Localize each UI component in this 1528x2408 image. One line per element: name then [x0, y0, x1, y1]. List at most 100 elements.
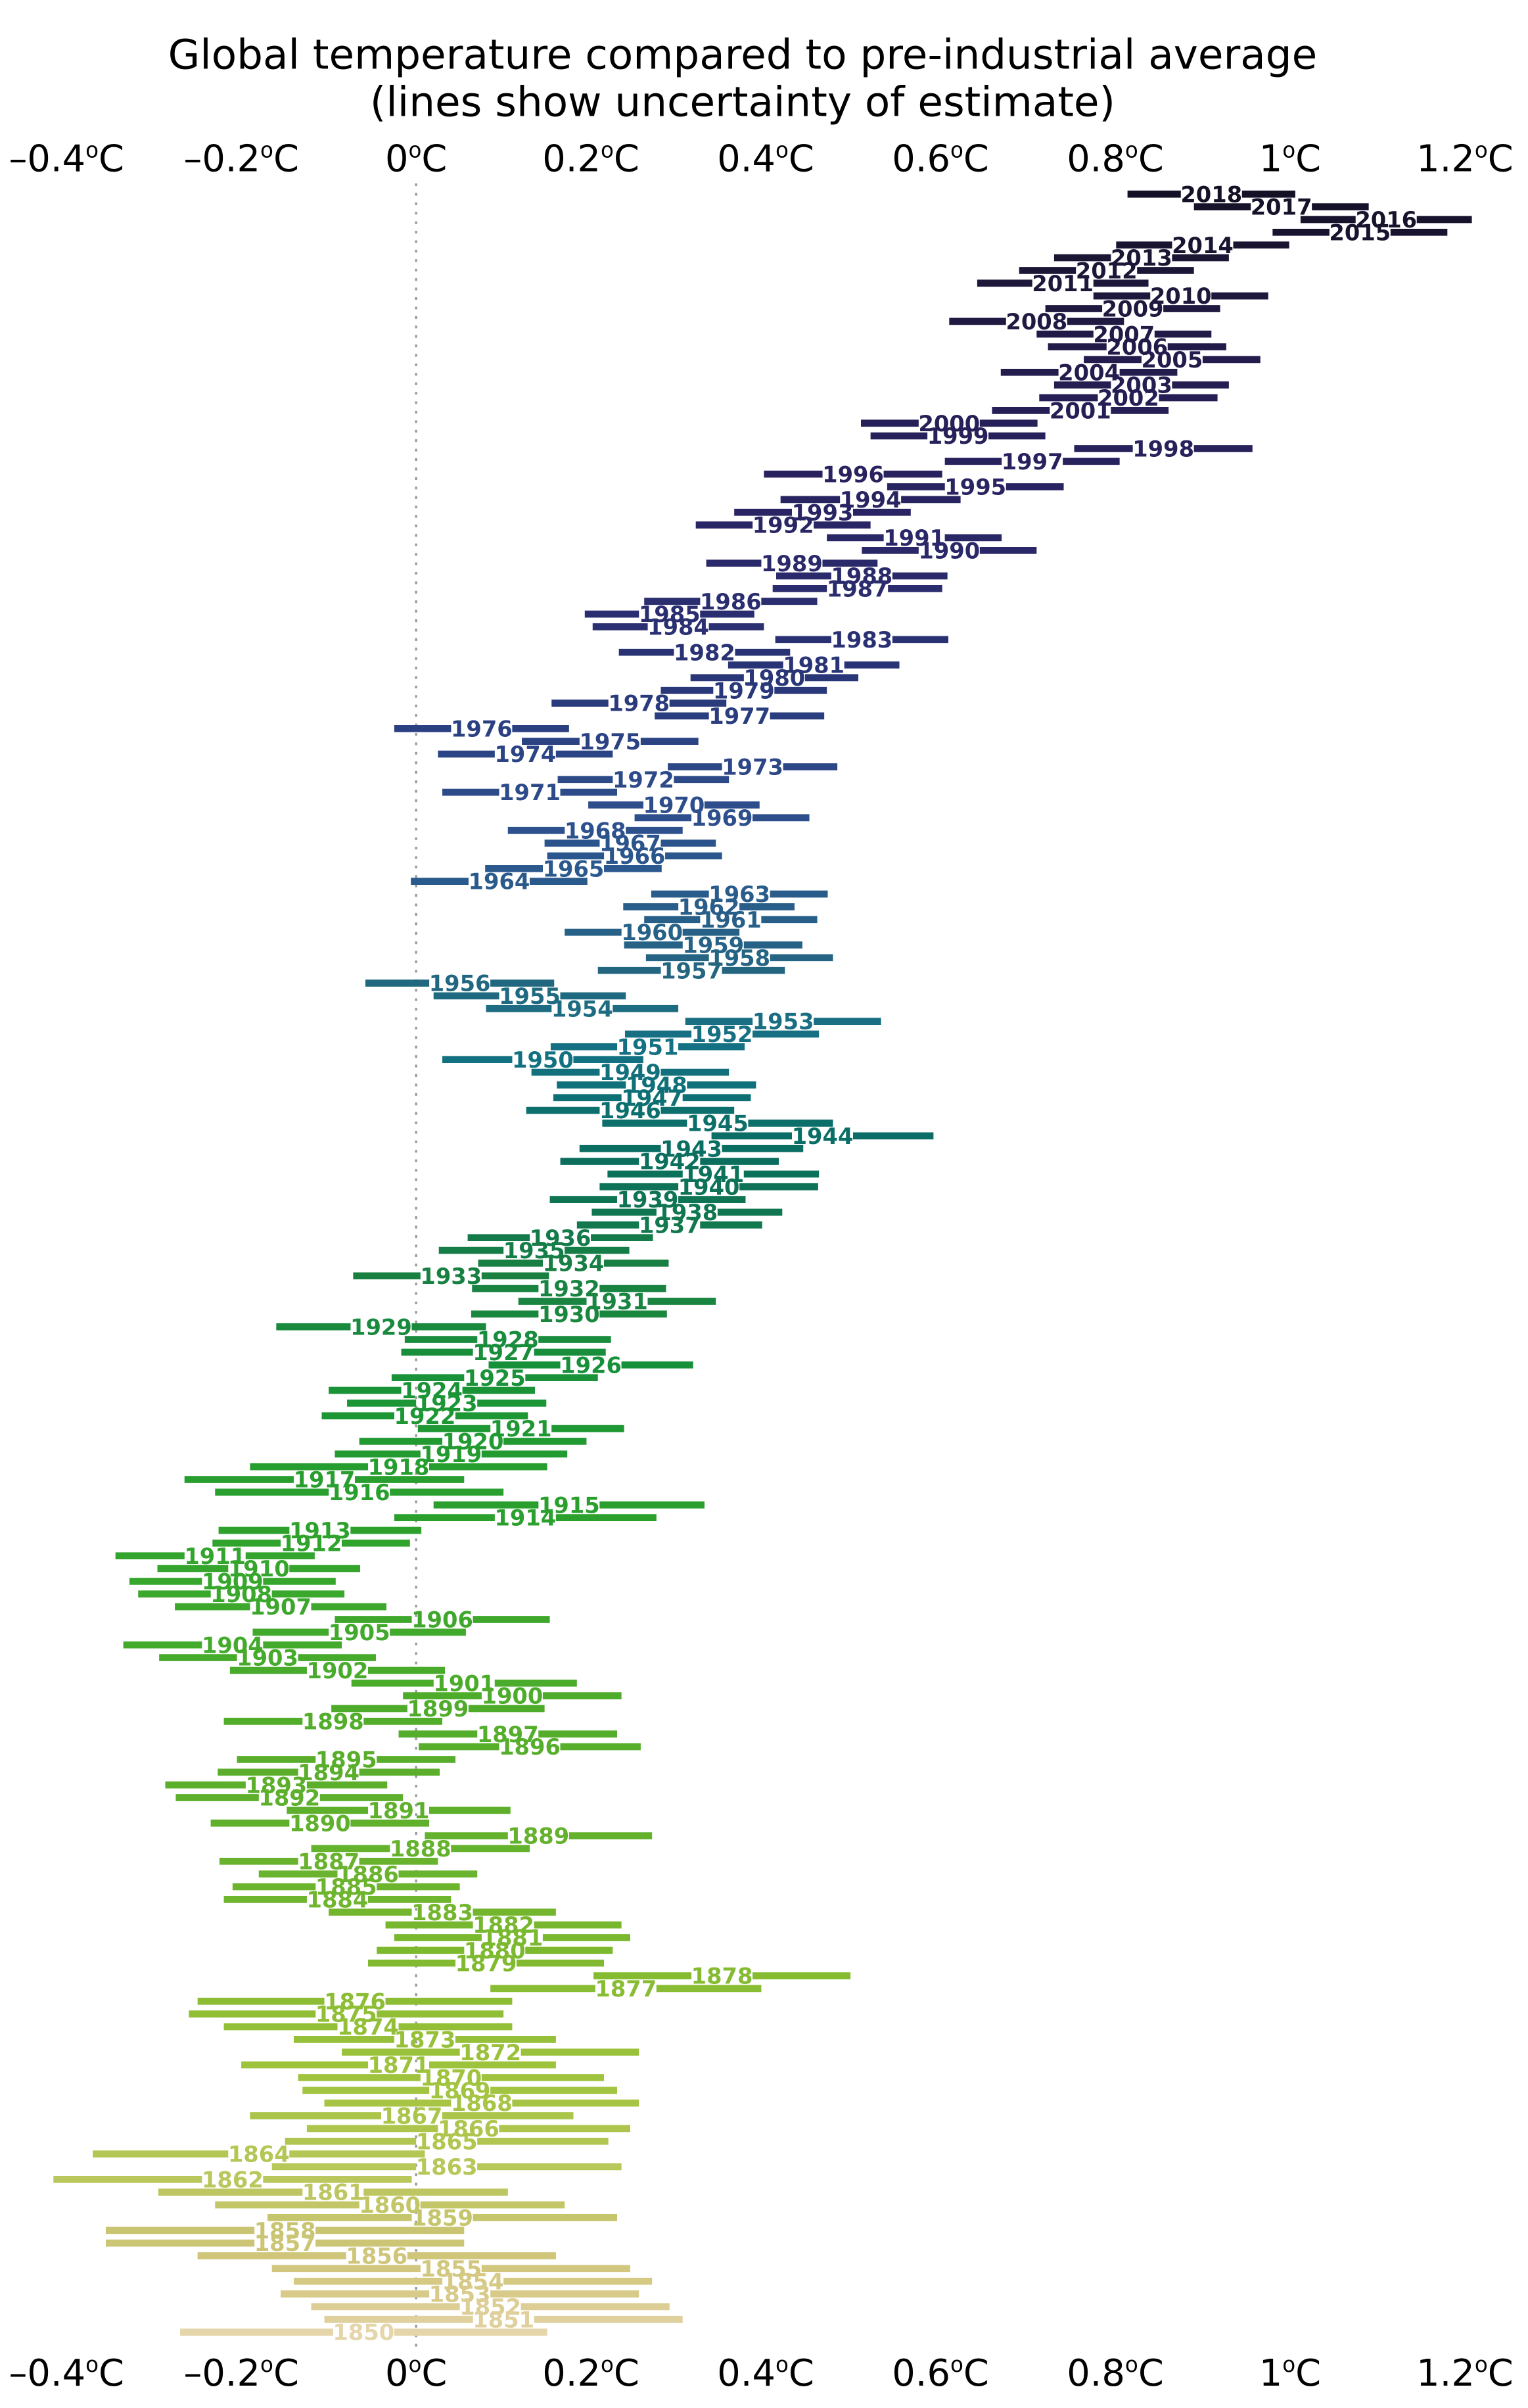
year-row-1891: 1891 [287, 1798, 511, 1824]
year-label-1933: 1933 [420, 1263, 482, 1289]
x-axis-tick-label-bottom-0.4: –0.4oC [9, 2352, 124, 2395]
year-row-1857: 1857 [106, 2231, 465, 2256]
year-label-1964: 1964 [469, 869, 530, 895]
year-label-1962: 1962 [678, 894, 740, 920]
year-row-1946: 1946 [526, 1098, 735, 1123]
year-row-1895: 1895 [237, 1747, 455, 1773]
year-label-1852: 1852 [459, 2294, 521, 2320]
year-row-2007: 2007 [1036, 321, 1212, 347]
year-label-1979: 1979 [713, 678, 775, 703]
year-label-1866: 1866 [438, 2116, 499, 2142]
x-axis-tick-label-top-0: 0oC [385, 137, 447, 180]
year-row-1851: 1851 [324, 2307, 683, 2332]
year-label-1965: 1965 [543, 856, 605, 882]
year-label-1976: 1976 [451, 716, 513, 742]
year-row-1998: 1998 [1074, 437, 1253, 462]
year-label-1930: 1930 [538, 1302, 600, 1327]
x-axis-tick-label-bottom-0.2: 0.2oC [542, 2352, 639, 2395]
year-label-2005: 2005 [1142, 347, 1203, 373]
year-row-1903: 1903 [159, 1645, 376, 1671]
year-row-1920: 1920 [359, 1429, 587, 1455]
year-label-1884: 1884 [307, 1887, 369, 1912]
year-row-1967: 1967 [544, 831, 716, 857]
year-row-2008: 2008 [949, 309, 1124, 335]
year-row-1885: 1885 [232, 1874, 460, 1900]
year-row-1939: 1939 [549, 1187, 746, 1213]
year-row-1932: 1932 [472, 1276, 666, 1302]
year-label-1877: 1877 [595, 1976, 657, 2002]
year-label-1981: 1981 [783, 653, 845, 678]
year-label-1958: 1958 [708, 945, 770, 971]
year-row-1951: 1951 [550, 1034, 745, 1060]
year-row-1907: 1907 [175, 1594, 386, 1620]
year-row-1993: 1993 [734, 500, 911, 525]
year-row-2017: 2017 [1193, 195, 1369, 220]
year-row-1878: 1878 [593, 1964, 851, 1989]
year-label-2013: 2013 [1111, 245, 1172, 271]
year-row-1980: 1980 [690, 665, 859, 691]
year-label-1850: 1850 [333, 2320, 394, 2346]
year-row-1968: 1968 [507, 818, 683, 843]
year-label-2003: 2003 [1111, 373, 1172, 398]
year-row-1983: 1983 [775, 627, 948, 653]
year-label-2011: 2011 [1032, 271, 1094, 296]
x-axis-tick-label-top-0.8: 0.8oC [1067, 137, 1164, 180]
year-row-1969: 1969 [634, 805, 810, 831]
year-row-2018: 2018 [1127, 181, 1295, 207]
year-label-1959: 1959 [682, 933, 744, 958]
year-row-1964: 1964 [411, 869, 588, 895]
year-label-1980: 1980 [743, 665, 805, 691]
x-axis-tick-label-bottom-0.2: –0.2oC [183, 2352, 298, 2395]
year-label-1874: 1874 [337, 2014, 399, 2040]
year-label-1905: 1905 [329, 1620, 390, 1645]
year-label-1956: 1956 [429, 971, 491, 997]
year-row-2006: 2006 [1048, 335, 1226, 360]
year-row-1883: 1883 [329, 1900, 556, 1925]
year-row-1882: 1882 [385, 1912, 622, 1938]
year-row-1856: 1856 [197, 2244, 556, 2269]
year-label-1997: 1997 [1002, 449, 1063, 475]
year-row-1960: 1960 [565, 920, 740, 945]
year-row-1897: 1897 [398, 1722, 617, 1747]
year-label-2018: 2018 [1180, 181, 1242, 207]
year-label-1986: 1986 [700, 589, 762, 615]
year-label-1955: 1955 [499, 983, 561, 1009]
year-label-1932: 1932 [538, 1276, 600, 1302]
year-row-1855: 1855 [271, 2256, 630, 2282]
year-row-1910: 1910 [157, 1556, 361, 1582]
year-label-1951: 1951 [617, 1034, 679, 1060]
year-label-1903: 1903 [237, 1645, 298, 1671]
year-label-1858: 1858 [254, 2218, 316, 2244]
year-label-1977: 1977 [708, 703, 770, 729]
year-label-2017: 2017 [1251, 195, 1312, 220]
year-row-1988: 1988 [776, 563, 948, 589]
year-label-1913: 1913 [289, 1518, 351, 1544]
year-row-1922: 1922 [321, 1404, 528, 1429]
year-row-1956: 1956 [365, 971, 555, 997]
year-row-1992: 1992 [695, 513, 871, 538]
year-label-1970: 1970 [643, 793, 705, 818]
year-label-1861: 1861 [302, 2180, 364, 2206]
year-row-1948: 1948 [557, 1072, 756, 1098]
year-row-2014: 2014 [1116, 233, 1289, 258]
year-label-1929: 1929 [350, 1314, 412, 1340]
year-label-1878: 1878 [691, 1964, 753, 1989]
year-label-1950: 1950 [512, 1047, 574, 1073]
year-row-1868: 1868 [324, 2090, 639, 2116]
year-label-1920: 1920 [442, 1429, 504, 1455]
year-row-1898: 1898 [223, 1709, 443, 1734]
year-label-1996: 1996 [822, 461, 884, 487]
chart-subtitle: (lines show uncertainty of estimate) [370, 78, 1115, 126]
year-label-2009: 2009 [1102, 296, 1164, 322]
year-row-1954: 1954 [486, 996, 679, 1022]
year-row-1875: 1875 [189, 2002, 504, 2027]
year-label-1988: 1988 [831, 563, 892, 589]
year-row-1919: 1919 [335, 1442, 568, 1467]
year-row-1900: 1900 [403, 1684, 622, 1709]
year-label-1864: 1864 [228, 2142, 290, 2167]
year-row-2003: 2003 [1053, 373, 1229, 398]
year-row-1974: 1974 [438, 742, 613, 767]
year-row-1928: 1928 [404, 1327, 611, 1353]
year-label-1954: 1954 [551, 996, 613, 1022]
